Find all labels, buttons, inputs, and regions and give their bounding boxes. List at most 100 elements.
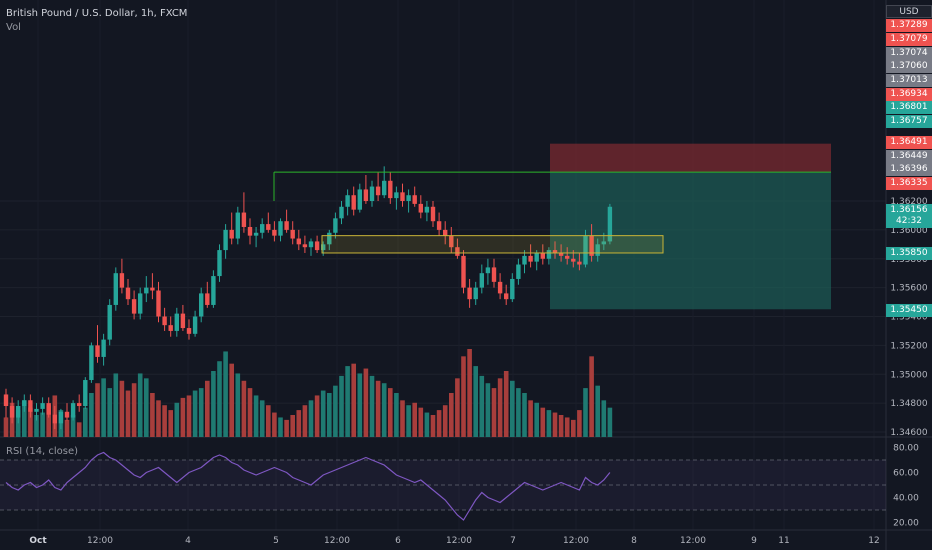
- volume-bar: [375, 380, 381, 437]
- candle-body: [235, 212, 240, 239]
- volume-bar: [595, 385, 600, 437]
- volume-bar: [564, 417, 570, 437]
- price-tick-label: 1.35600: [890, 284, 927, 294]
- volume-bar: [223, 351, 228, 437]
- volume-bar: [162, 405, 167, 437]
- volume-bar: [34, 415, 39, 437]
- volume-bar: [571, 419, 576, 437]
- volume-bar: [467, 349, 472, 437]
- volume-bar: [284, 419, 289, 437]
- volume-bar: [528, 400, 533, 437]
- volume-bar: [40, 412, 45, 437]
- candle-body: [430, 206, 436, 222]
- volume-bar: [272, 412, 277, 437]
- volume-bar: [552, 412, 558, 437]
- candle-body: [589, 235, 594, 256]
- volume-bar: [516, 388, 521, 437]
- candle-body: [217, 250, 222, 277]
- candle-body: [333, 218, 338, 233]
- candle-body: [461, 255, 466, 288]
- volume-bar: [302, 405, 308, 437]
- drawings[interactable]: [273, 171, 831, 254]
- price-badge: 1.36449: [886, 150, 932, 163]
- volume-bar: [534, 402, 539, 437]
- volume-bar: [601, 400, 607, 437]
- candle-body: [491, 267, 497, 282]
- candle-body: [534, 252, 539, 262]
- candle-body: [162, 316, 167, 326]
- symbol-legend[interactable]: British Pound / U.S. Dollar, 1h, FXCM: [6, 8, 188, 19]
- candle-body: [516, 264, 521, 279]
- volume-bar: [314, 395, 320, 437]
- volume-bar: [363, 368, 369, 437]
- price-badge: 1.36801: [886, 101, 932, 114]
- time-tick-label: Oct: [29, 536, 47, 546]
- volume-bar: [3, 417, 9, 437]
- candle-body: [22, 400, 27, 407]
- price-badge: 1.36491: [886, 136, 932, 149]
- time-tick-label: 11: [778, 536, 789, 546]
- candle-body: [260, 224, 265, 233]
- time-tick-label: 6: [395, 536, 401, 546]
- candle-body: [314, 241, 320, 251]
- volume-bar: [449, 393, 454, 437]
- volume-bar: [150, 393, 155, 437]
- price-tick-label: 1.34600: [890, 428, 927, 438]
- position-tool[interactable]: [550, 143, 831, 310]
- rsi-tick-label: 60.00: [893, 469, 919, 479]
- candle-body: [577, 261, 582, 265]
- volume-bars: [3, 349, 613, 437]
- volume-bar: [186, 395, 192, 437]
- price-badge: 1.37013: [886, 74, 932, 87]
- rsi-legend[interactable]: RSI (14, close): [6, 446, 79, 457]
- volume-bar: [503, 371, 509, 437]
- volume-bar: [522, 393, 527, 437]
- candle-body: [327, 232, 332, 245]
- volume-bar: [546, 410, 552, 437]
- volume-bar: [577, 410, 582, 437]
- rsi-pane: [0, 451, 886, 521]
- candle-body: [247, 226, 253, 236]
- volume-bar: [461, 356, 466, 437]
- candle-body: [394, 192, 399, 199]
- volume-bar: [168, 410, 173, 437]
- currency-button[interactable]: USD: [886, 5, 932, 18]
- candle-body: [253, 232, 259, 236]
- volume-bar: [327, 393, 332, 437]
- volume-bar: [241, 380, 247, 437]
- volume-bar: [589, 356, 594, 437]
- candle-body: [558, 252, 564, 256]
- volume-bar: [174, 402, 180, 437]
- candle-body: [290, 229, 295, 239]
- price-badge: 1.36396: [886, 163, 932, 176]
- candle-body: [363, 189, 369, 201]
- candle-body: [455, 247, 460, 256]
- candle-body: [443, 229, 448, 236]
- volume-bar: [22, 400, 27, 437]
- volume-bar: [131, 383, 137, 437]
- volume-bar: [436, 410, 442, 437]
- volume-bar: [95, 383, 100, 437]
- volume-bar: [253, 395, 259, 437]
- candle-body: [52, 414, 57, 424]
- bar-countdown: 42:32: [896, 216, 922, 226]
- rsi-tick-label: 20.00: [893, 519, 919, 529]
- candle-body: [70, 403, 76, 418]
- price-tick-label: 1.35200: [890, 341, 927, 351]
- candle-body: [58, 411, 64, 424]
- volume-legend[interactable]: Vol: [6, 22, 21, 33]
- price-tick-label: 1.36200: [890, 197, 927, 207]
- candle-body: [473, 287, 478, 300]
- candlesticks: [3, 166, 613, 430]
- candle-body: [174, 313, 179, 331]
- candle-body: [321, 244, 326, 251]
- candle-body: [28, 400, 33, 412]
- volume-bar: [180, 397, 186, 437]
- candle-body: [522, 255, 527, 265]
- price-badge: 1.37074: [886, 47, 932, 60]
- volume-bar: [266, 405, 271, 437]
- candle-body: [199, 293, 204, 317]
- candle-body: [107, 304, 112, 340]
- time-tick-label: 12:00: [563, 536, 589, 546]
